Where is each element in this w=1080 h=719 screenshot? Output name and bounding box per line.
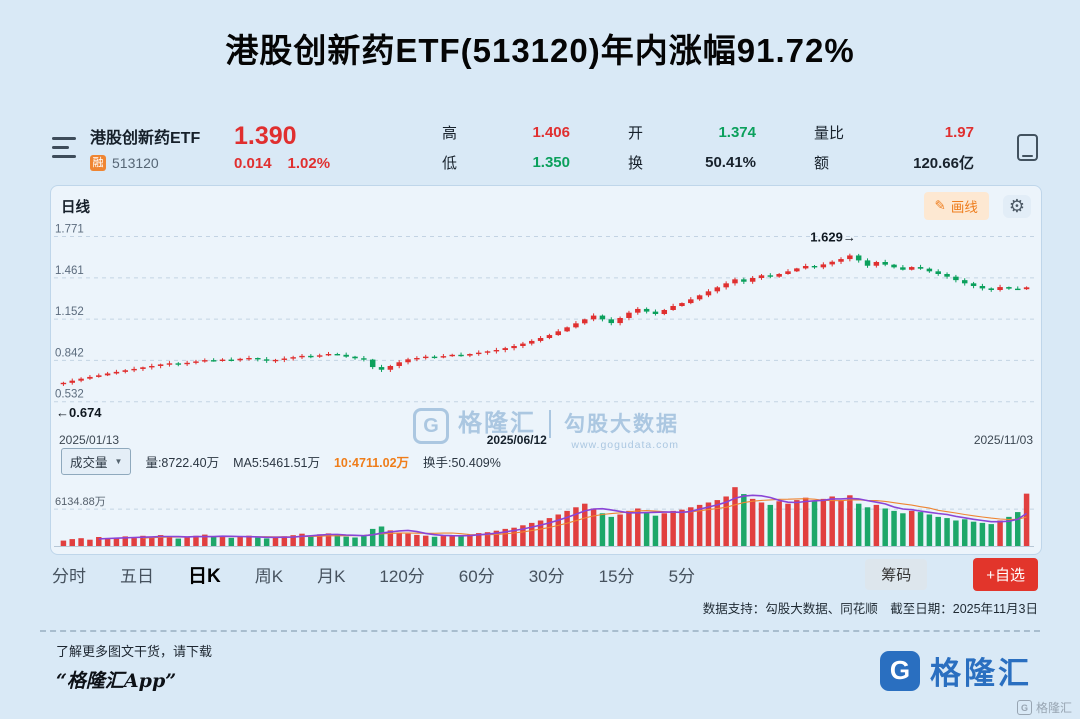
tab-period-6[interactable]: 60分	[458, 567, 495, 586]
dashed-divider	[40, 630, 1040, 632]
price-change: 0.014	[234, 155, 272, 172]
gelonghui-wordmark: 格隆汇	[930, 656, 1032, 691]
volume-ratio-label: 量比	[814, 124, 845, 142]
candlestick-series	[60, 253, 1030, 386]
volume-ma5: MA5:5461.51万	[233, 455, 320, 470]
turnover-label: 换	[628, 154, 644, 172]
open-label: 开	[628, 124, 644, 142]
margin-badge: 融	[90, 154, 106, 171]
svg-text:1.152: 1.152	[55, 306, 84, 318]
tab-period-8[interactable]: 15分	[598, 567, 635, 586]
page-title: 港股创新药ETF(513120)年内涨幅91.72%	[225, 32, 855, 69]
volume-turnover: 换手:50.409%	[423, 455, 501, 470]
volume-chart: 6134.88万	[54, 487, 1034, 547]
low-annotation: ←0.674	[56, 405, 102, 420]
gelonghui-g-icon: G	[880, 650, 920, 691]
svg-text:0.842: 0.842	[55, 347, 84, 359]
amount-value: 120.66亿	[913, 154, 974, 172]
x-axis-labels: 2025/01/13 2025/06/12 2025/11/03	[59, 433, 1033, 449]
low-label: 低	[442, 154, 458, 172]
tab-period-2[interactable]: 日K	[188, 566, 221, 587]
gear-icon[interactable]: ⚙	[1002, 194, 1031, 218]
tab-period-1[interactable]: 五日	[120, 567, 154, 586]
instrument-code: 513120	[112, 154, 159, 171]
volume-axis-label: 6134.88万	[55, 496, 106, 508]
low-value: 1.350	[532, 153, 570, 171]
x-label-middle: 2025/06/12	[486, 433, 547, 447]
period-tab-bar: 分时 五日 日K 周K 月K 120分 60分 30分 15分 5分 筹码 +自选	[52, 558, 1038, 591]
svg-text:0.532: 0.532	[55, 389, 84, 401]
x-label-start: 2025/01/13	[59, 433, 120, 447]
instrument-name: 港股创新药ETF	[90, 129, 201, 147]
volume-ma5-line	[98, 494, 1028, 540]
footer-promo: 了解更多图文干货，请下载 “格隆汇App”	[56, 641, 212, 693]
watermark-g-logo: G	[413, 408, 449, 444]
footer-promo-line2: “格隆汇App”	[56, 670, 177, 692]
volume-ma10: 10:4711.02万	[333, 455, 410, 470]
indicator-dropdown[interactable]: 成交量 ▼	[61, 447, 132, 475]
tab-period-4[interactable]: 月K	[317, 567, 346, 586]
chart-panel: 日线 ✎ 画线 ⚙ G 格隆汇 勾股大数据 www.gogudata.com 1…	[50, 185, 1042, 555]
open-turnover-column: 开 1.374 换 50.41%	[628, 122, 756, 173]
add-watchlist-button[interactable]: +自选	[973, 558, 1038, 591]
pencil-icon: ✎	[934, 198, 946, 213]
tab-period-7[interactable]: 30分	[528, 567, 565, 586]
tab-period-0[interactable]: 分时	[52, 567, 86, 586]
watermark-name: 勾股大数据	[564, 413, 679, 436]
device-icon[interactable]	[1017, 133, 1038, 161]
watermark-divider	[549, 410, 551, 438]
data-source-note: 数据支持：勾股大数据、同花顺 截至日期：2025年11月3日	[702, 602, 1038, 616]
tab-period-3[interactable]: 周K	[254, 567, 284, 586]
price-block: 1.390 0.014 1.02%	[234, 122, 384, 172]
amount-label: 额	[814, 154, 830, 172]
price-gridlines: 1.771 1.461 1.152 0.842 0.532	[54, 224, 1034, 403]
gelonghui-logo: G 格隆汇	[880, 648, 1032, 693]
volume-bars	[60, 487, 1030, 546]
instrument-name-block: 港股创新药ETF 融 513120	[90, 124, 228, 171]
ratio-amount-column: 量比 1.97 额 120.66亿	[814, 122, 974, 173]
high-value: 1.406	[532, 123, 570, 141]
volume-value: 量:8722.40万	[145, 455, 220, 470]
chips-button[interactable]: 筹码	[865, 559, 928, 590]
caret-down-icon: ▼	[114, 456, 123, 466]
corner-watermark: G 格隆汇	[1016, 699, 1072, 716]
high-label: 高	[442, 124, 458, 142]
volume-ratio-value: 1.97	[944, 123, 974, 141]
candlestick-chart: 1.771 1.461 1.152 0.842 0.532 1.629→ ←0.674	[54, 224, 1034, 420]
svg-text:1.771: 1.771	[55, 224, 84, 236]
peak-annotation: 1.629→	[810, 229, 856, 244]
watermark-brand: 格隆汇	[458, 410, 536, 437]
x-label-end: 2025/11/03	[973, 433, 1033, 447]
period-label: 日线	[61, 199, 90, 216]
tab-period-5[interactable]: 120分	[379, 567, 425, 586]
corner-g-icon: G	[1016, 700, 1032, 715]
volume-header: 成交量 ▼ 量:8722.40万 MA5:5461.51万 10:4711.02…	[61, 447, 1031, 475]
brand-watermark: G 格隆汇 勾股大数据 www.gogudata.com	[51, 408, 1041, 451]
menu-icon[interactable]	[52, 136, 76, 158]
open-value: 1.374	[718, 123, 756, 141]
quote-bar: 港股创新药ETF 融 513120 1.390 0.014 1.02% 高 1.…	[52, 118, 1038, 176]
high-low-column: 高 1.406 低 1.350	[442, 122, 570, 173]
price-change-percent: 1.02%	[287, 155, 331, 172]
last-price: 1.390	[234, 122, 297, 150]
draw-line-button[interactable]: ✎ 画线	[923, 192, 989, 220]
watermark-url: www.gogudata.com	[571, 439, 679, 451]
tab-period-9[interactable]: 5分	[668, 567, 696, 586]
svg-text:1.461: 1.461	[55, 265, 84, 277]
footer-promo-line1: 了解更多图文干货，请下载	[56, 644, 213, 659]
turnover-value: 50.41%	[705, 153, 756, 171]
